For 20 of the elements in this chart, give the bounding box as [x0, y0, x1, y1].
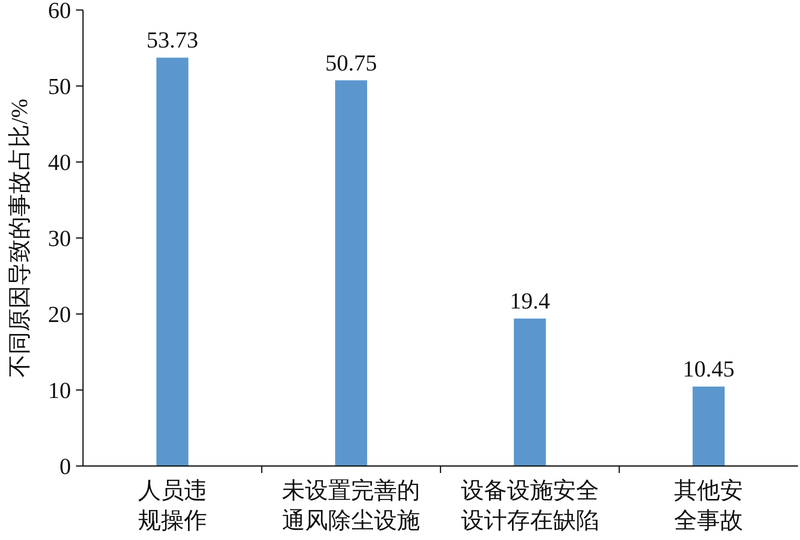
y-tick-label: 60: [48, 0, 71, 23]
y-axis-title: 不同原因导致的事故占比/%: [7, 98, 32, 378]
data-label: 10.45: [682, 356, 734, 382]
bar: [514, 318, 546, 466]
y-tick-label: 40: [48, 150, 71, 175]
x-tick-label: 未设置完善的通风除尘设施: [282, 478, 420, 533]
data-label: 53.73: [146, 28, 198, 53]
y-tick-label: 0: [60, 454, 71, 479]
bar: [692, 386, 725, 466]
x-tick-label: 人员违规操作: [138, 478, 207, 533]
x-tick-label: 其他安全事故: [674, 478, 744, 533]
y-tick-label: 20: [48, 302, 71, 327]
y-tick-label: 30: [48, 226, 71, 251]
bar: [156, 58, 188, 466]
x-tick-label: 设备设施安全设计存在缺陷: [460, 478, 599, 533]
data-label: 50.75: [325, 50, 377, 76]
y-tick-label: 50: [48, 74, 71, 99]
bar: [335, 80, 368, 466]
y-tick-label: 10: [48, 378, 71, 403]
data-label: 19.4: [510, 288, 550, 314]
